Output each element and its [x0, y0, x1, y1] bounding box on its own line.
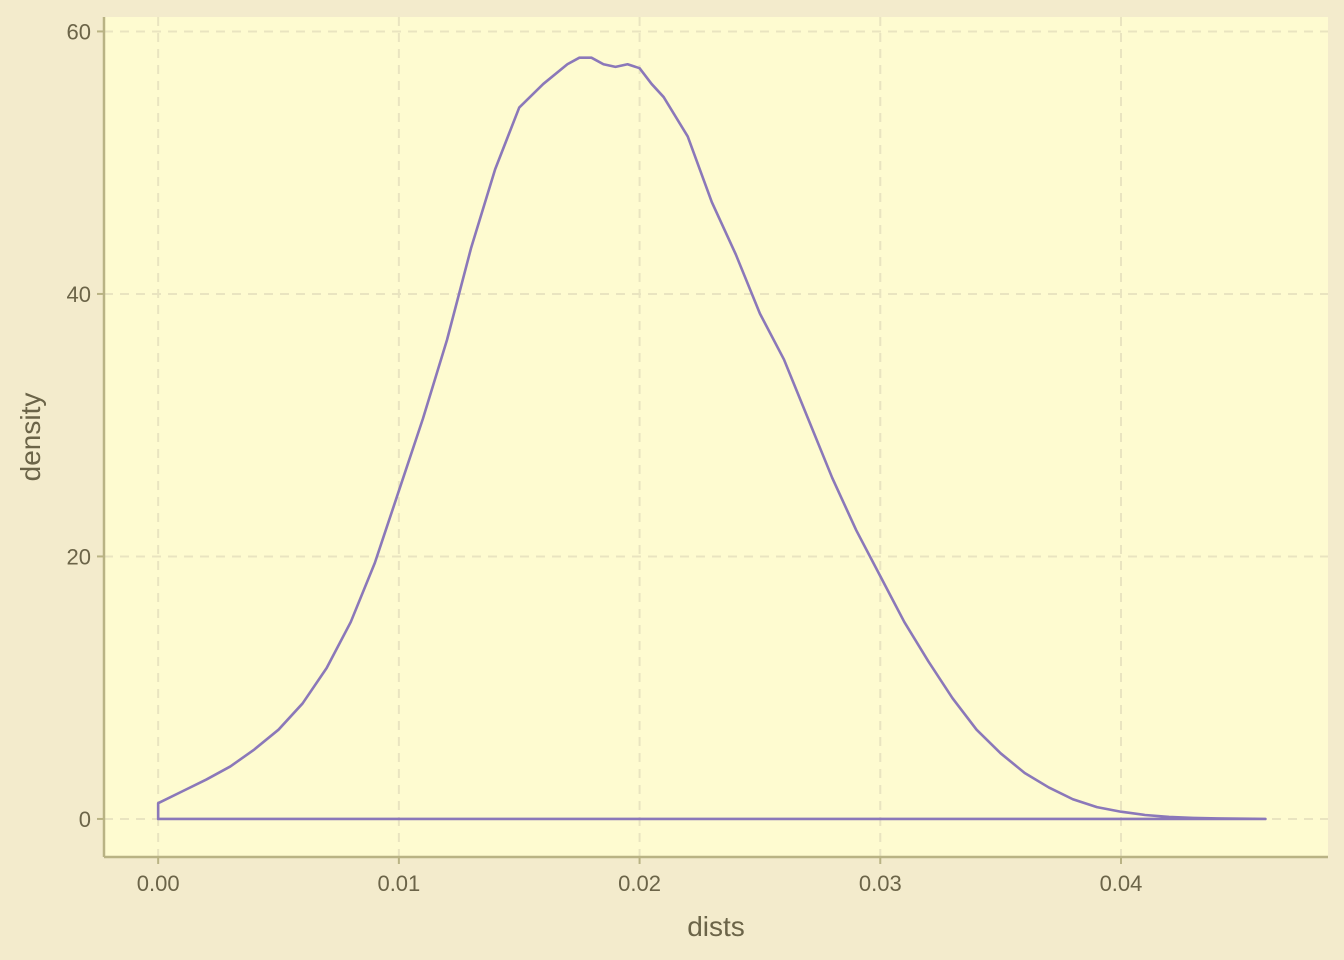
x-tick-label: 0.01 [377, 871, 420, 896]
y-axis-ticks: 0 20 40 60 [67, 19, 104, 832]
y-axis-label: density [15, 393, 46, 482]
y-tick-label: 20 [67, 544, 91, 569]
x-axis-ticks: 0.00 0.01 0.02 0.03 0.04 [137, 857, 1143, 896]
x-tick-label: 0.03 [859, 871, 902, 896]
x-tick-label: 0.04 [1100, 871, 1143, 896]
x-tick-label: 0.00 [137, 871, 180, 896]
x-axis-label: dists [687, 911, 745, 942]
y-tick-label: 40 [67, 282, 91, 307]
y-tick-label: 0 [79, 807, 91, 832]
plot-panel [104, 17, 1328, 857]
x-tick-label: 0.02 [618, 871, 661, 896]
y-tick-label: 60 [67, 19, 91, 44]
density-curve [156, 56, 1267, 821]
